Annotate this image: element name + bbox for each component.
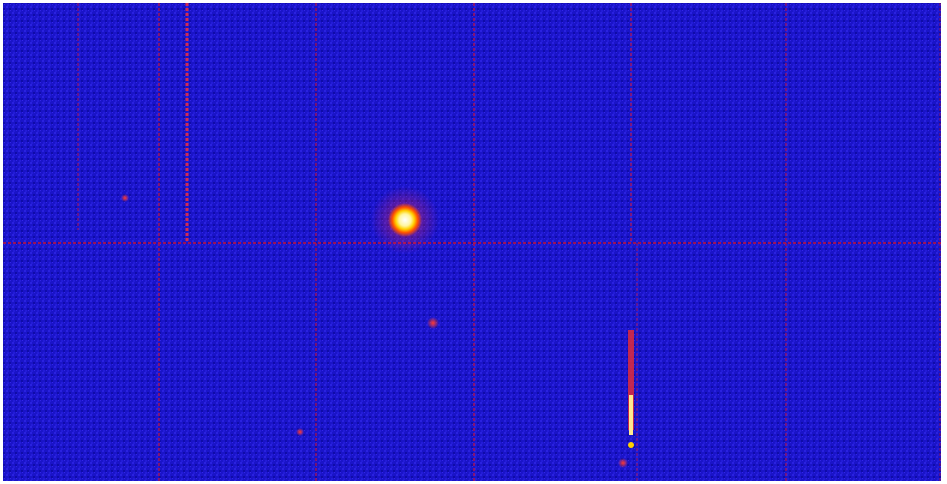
bright-vertical-streak <box>628 330 634 430</box>
bright-vertical-streak-core <box>629 395 633 435</box>
faint-point-source <box>296 428 304 436</box>
readout-streaks <box>3 3 941 481</box>
bright-point-source <box>388 203 422 237</box>
faint-point-source <box>427 317 439 329</box>
faint-point-source <box>618 458 628 468</box>
faint-point-source <box>121 194 129 202</box>
faint-point-source <box>628 442 634 448</box>
